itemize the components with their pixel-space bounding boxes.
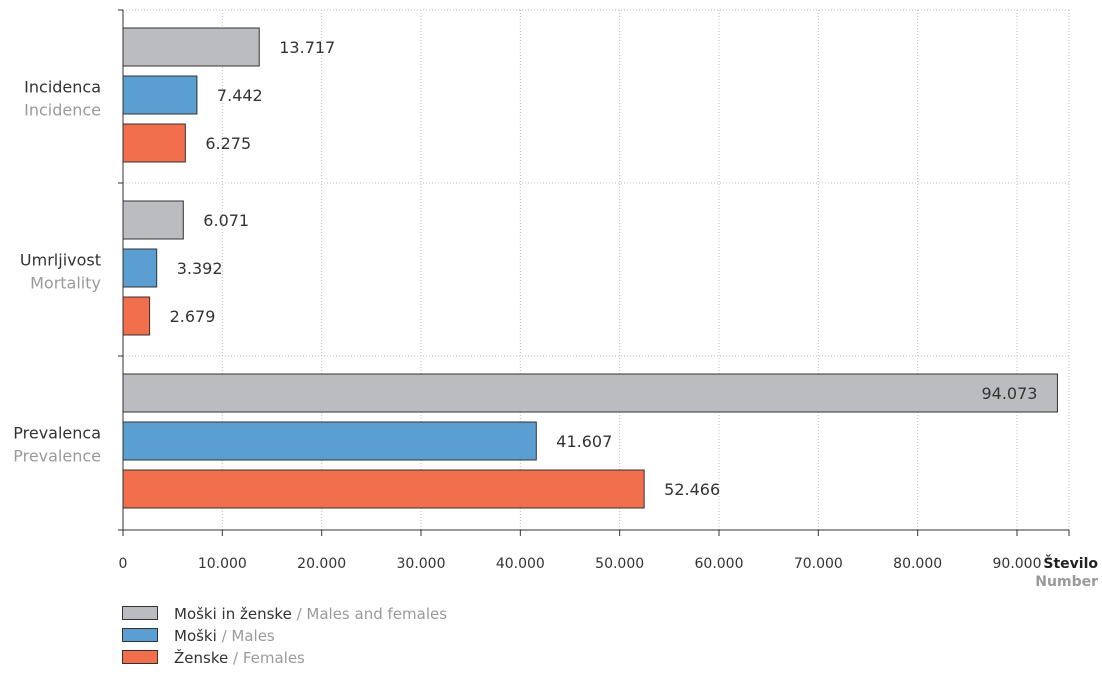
bar bbox=[122, 421, 537, 461]
x-tick-label: 80.000 bbox=[893, 556, 942, 572]
bar bbox=[122, 200, 184, 240]
bar bbox=[122, 75, 198, 115]
x-tick-label: 50.000 bbox=[595, 556, 644, 572]
x-tick-label: 60.000 bbox=[695, 556, 744, 572]
legend-swatch-males bbox=[122, 628, 158, 642]
x-tick-label: 20.000 bbox=[297, 556, 346, 572]
x-tick-label: 10.000 bbox=[198, 556, 247, 572]
data-label: 3.392 bbox=[177, 259, 223, 278]
legend-label-males: Moški bbox=[174, 627, 217, 645]
bar bbox=[122, 248, 158, 288]
category-label: Umrljivost bbox=[20, 251, 101, 270]
x-axis-title-en: Number bbox=[1035, 574, 1098, 590]
legend-swatch-both bbox=[122, 606, 158, 620]
bar bbox=[122, 27, 260, 67]
legend-swatch-females bbox=[122, 650, 158, 664]
legend-label-females: Ženske bbox=[174, 649, 229, 667]
data-label: 2.679 bbox=[170, 307, 216, 326]
category-sublabel: Incidence bbox=[24, 101, 101, 120]
legend-label-both-en: Males and females bbox=[306, 605, 448, 623]
x-tick-label: 70.000 bbox=[794, 556, 843, 572]
category-sublabel: Mortality bbox=[30, 274, 101, 293]
bar bbox=[122, 123, 186, 163]
bar bbox=[122, 469, 645, 509]
bar bbox=[122, 373, 1058, 413]
category-label: Incidenca bbox=[24, 78, 101, 97]
bar bbox=[122, 296, 151, 336]
x-tick-label: 30.000 bbox=[397, 556, 446, 572]
x-axis-title: Število bbox=[1043, 554, 1098, 572]
legend-label-females-en: Females bbox=[242, 649, 305, 667]
data-label: 6.275 bbox=[205, 134, 251, 153]
legend-label-males-en: Males bbox=[231, 627, 275, 645]
data-label: 7.442 bbox=[217, 86, 263, 105]
data-label: 13.717 bbox=[279, 38, 335, 57]
legend-label-both: Moški in ženske bbox=[174, 605, 292, 623]
x-tick-label: 0 bbox=[119, 556, 128, 572]
data-label: 41.607 bbox=[556, 432, 612, 451]
x-tick-label: 40.000 bbox=[496, 556, 545, 572]
category-sublabel: Prevalence bbox=[13, 447, 101, 466]
data-label: 52.466 bbox=[664, 480, 720, 499]
category-label: Prevalenca bbox=[13, 424, 101, 443]
data-label: 6.071 bbox=[203, 211, 249, 230]
data-label: 94.073 bbox=[981, 384, 1037, 403]
x-tick-label: 90.000 bbox=[993, 556, 1042, 572]
